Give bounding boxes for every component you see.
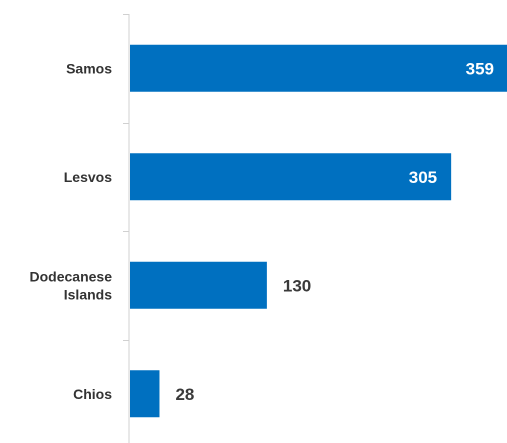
- bar: [130, 261, 267, 309]
- category-label: Dodecanese Islands: [30, 268, 113, 302]
- bars-group: [130, 44, 507, 418]
- category-label: Lesvos: [64, 169, 112, 185]
- category-label: Samos: [66, 60, 112, 76]
- category-label: Chios: [73, 386, 112, 402]
- value-label: 28: [175, 385, 194, 404]
- bar: [130, 370, 160, 418]
- bar: [130, 153, 452, 201]
- value-label: 305: [409, 168, 437, 187]
- category-labels: Samos Lesvos Dodecanese Islands Chios: [30, 60, 113, 402]
- value-label: 130: [283, 276, 311, 295]
- value-labels: 359 305 130 28: [175, 59, 494, 404]
- value-label: 359: [466, 59, 494, 78]
- bar: [130, 44, 507, 92]
- y-axis-ticks: [123, 14, 129, 341]
